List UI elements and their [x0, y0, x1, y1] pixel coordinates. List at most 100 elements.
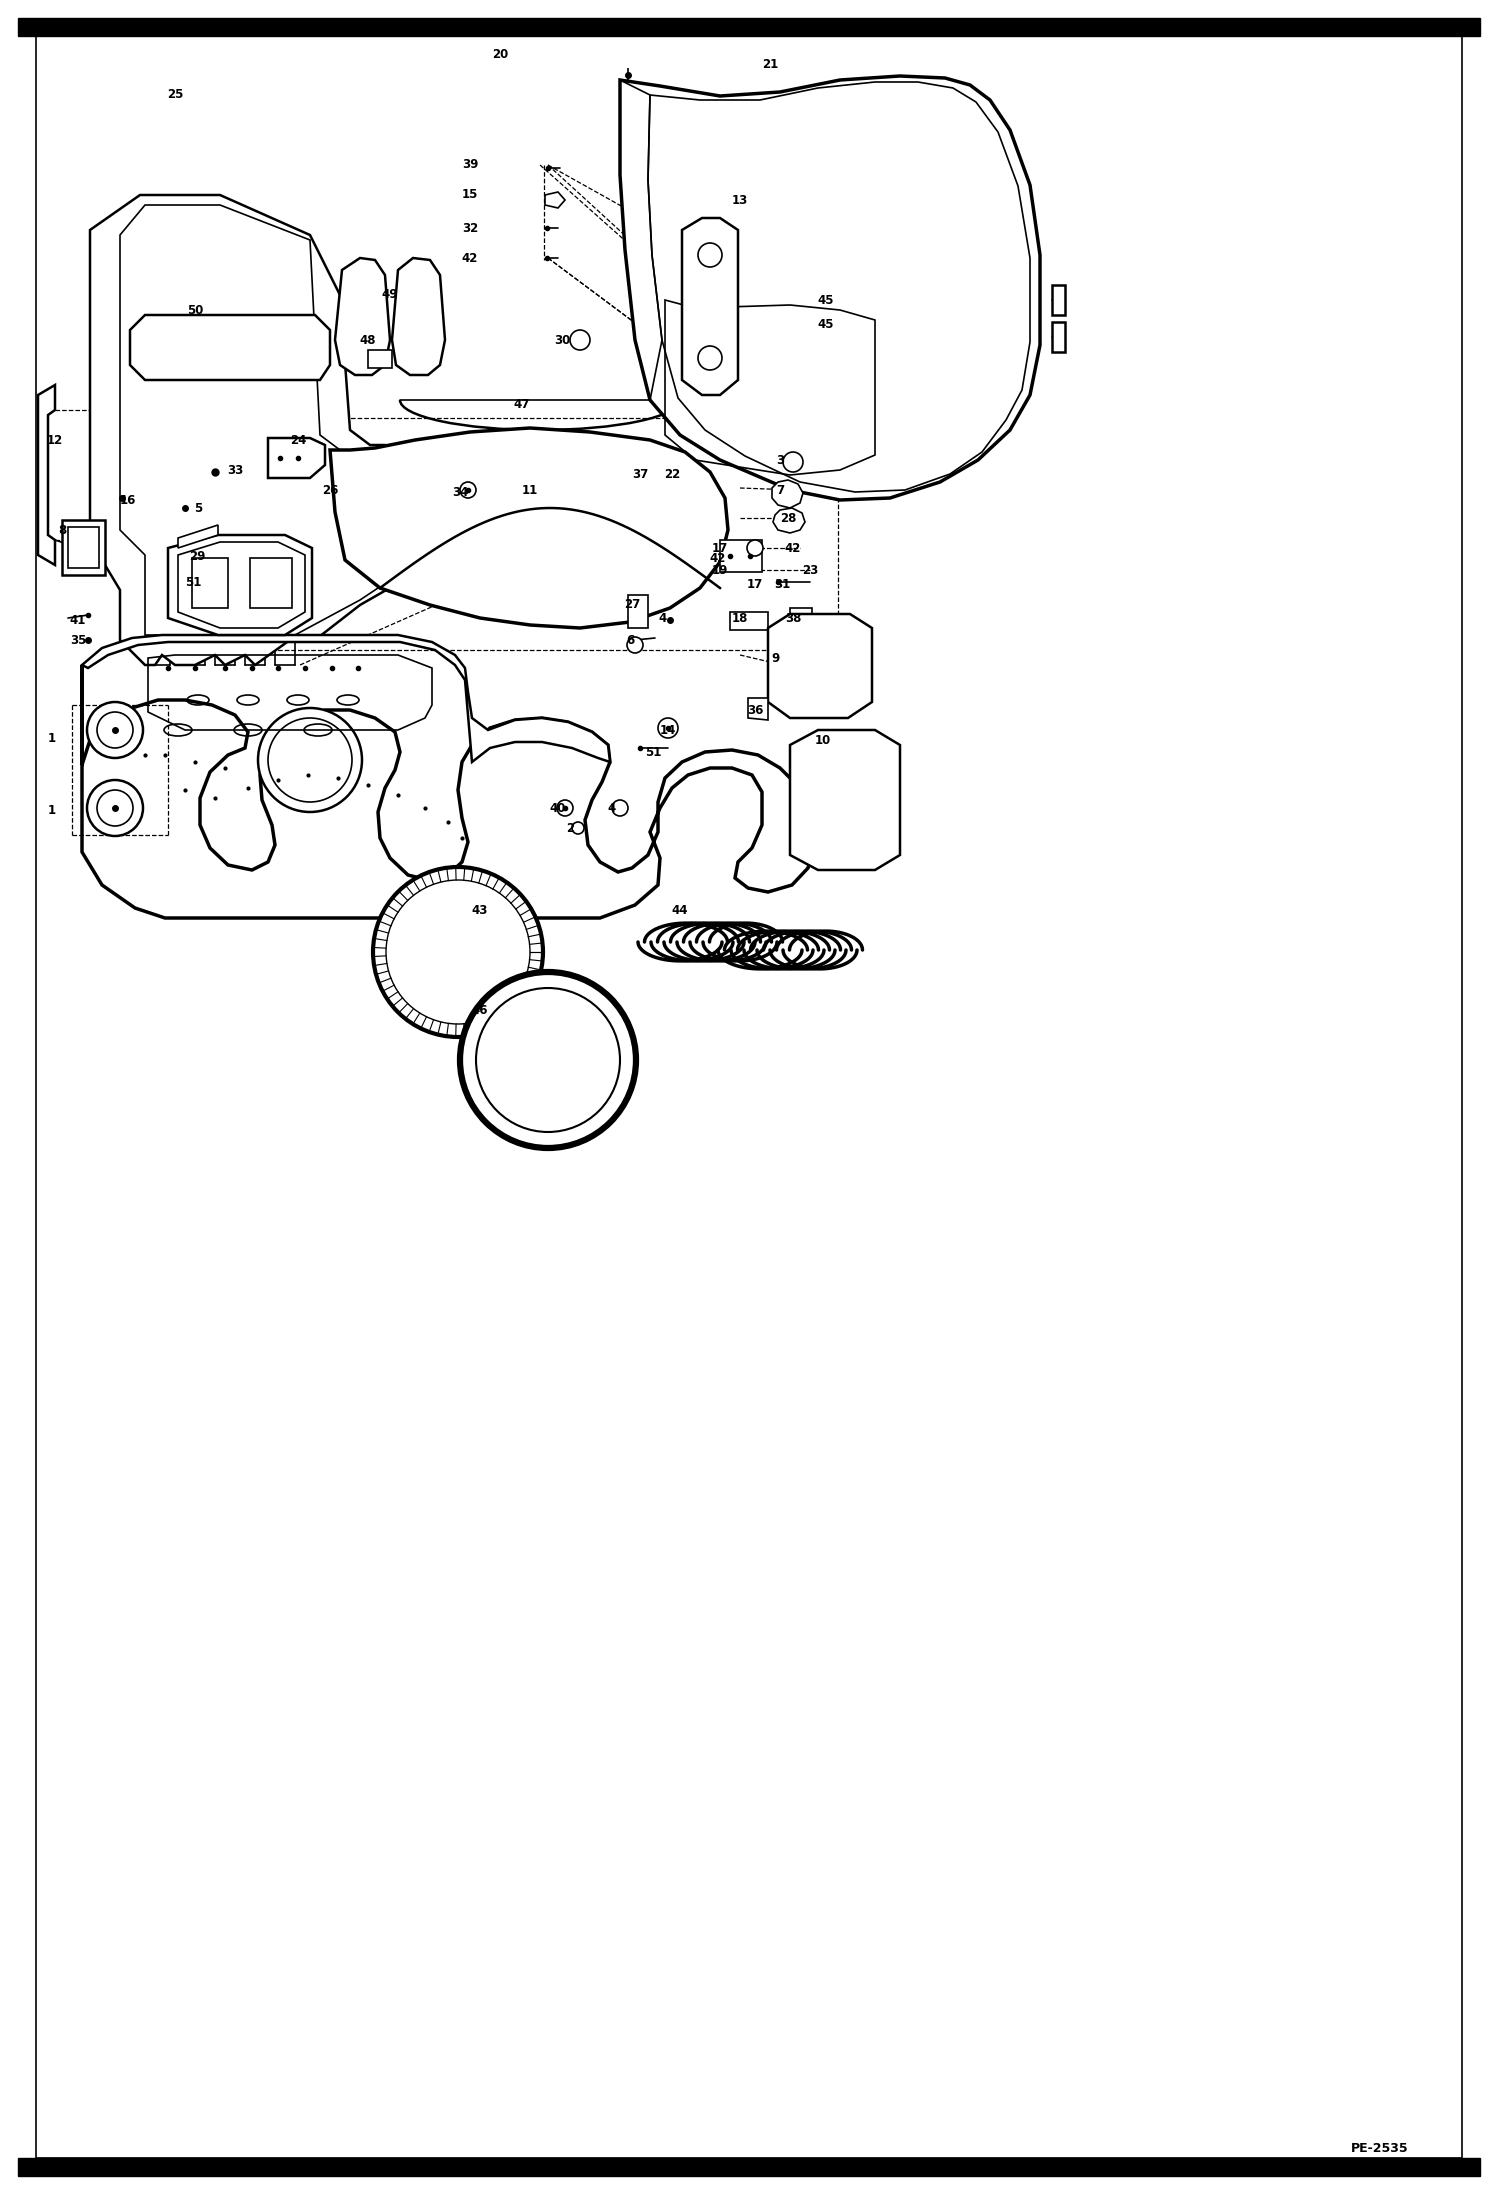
Text: 25: 25	[166, 88, 183, 101]
Circle shape	[613, 801, 628, 816]
Circle shape	[460, 972, 637, 1147]
Circle shape	[97, 790, 133, 825]
Circle shape	[557, 801, 574, 816]
Circle shape	[698, 244, 722, 268]
Circle shape	[460, 483, 476, 498]
Polygon shape	[730, 612, 768, 630]
Polygon shape	[61, 520, 105, 575]
Polygon shape	[771, 480, 803, 509]
Circle shape	[748, 540, 762, 555]
Circle shape	[97, 713, 133, 748]
Text: 29: 29	[189, 548, 205, 562]
Circle shape	[698, 347, 722, 371]
Text: 27: 27	[623, 597, 640, 610]
Text: 24: 24	[289, 434, 306, 448]
Polygon shape	[369, 351, 392, 369]
Circle shape	[571, 329, 590, 351]
Text: 26: 26	[322, 483, 339, 496]
Text: 37: 37	[632, 470, 649, 480]
Text: 13: 13	[733, 193, 748, 206]
Text: 46: 46	[472, 1003, 488, 1016]
Text: 18: 18	[733, 612, 748, 625]
Text: 51: 51	[184, 575, 201, 588]
Polygon shape	[168, 535, 312, 634]
Text: 40: 40	[550, 801, 566, 814]
Text: 16: 16	[120, 494, 136, 507]
Polygon shape	[1052, 285, 1065, 316]
Polygon shape	[545, 193, 565, 208]
Text: 4: 4	[608, 801, 616, 814]
Circle shape	[87, 702, 142, 757]
Circle shape	[783, 452, 803, 472]
Circle shape	[572, 823, 584, 834]
Text: 4: 4	[659, 612, 667, 625]
Circle shape	[658, 717, 679, 737]
Text: 34: 34	[452, 485, 469, 498]
Text: 48: 48	[360, 333, 376, 347]
Text: 2: 2	[566, 821, 574, 834]
Text: 21: 21	[762, 59, 777, 72]
Text: 51: 51	[644, 746, 661, 759]
Polygon shape	[330, 428, 728, 627]
Text: PE-2535: PE-2535	[1351, 2141, 1408, 2155]
Polygon shape	[82, 665, 815, 917]
Bar	[18, 2159, 1480, 2176]
Circle shape	[386, 880, 530, 1025]
Text: 3: 3	[776, 454, 783, 467]
Text: 15: 15	[461, 189, 478, 202]
Polygon shape	[392, 259, 445, 375]
Text: 30: 30	[554, 333, 571, 347]
Polygon shape	[130, 316, 330, 380]
Circle shape	[373, 867, 542, 1038]
Circle shape	[268, 717, 352, 803]
Text: 8: 8	[58, 524, 66, 538]
Polygon shape	[37, 384, 55, 566]
Polygon shape	[721, 540, 762, 573]
Text: 32: 32	[461, 222, 478, 235]
Text: 36: 36	[748, 704, 762, 717]
Text: 41: 41	[70, 614, 87, 627]
Text: 5: 5	[193, 502, 202, 516]
Text: 17: 17	[748, 579, 762, 592]
Circle shape	[87, 781, 142, 836]
Text: 12: 12	[46, 434, 63, 448]
Text: 50: 50	[187, 303, 204, 316]
Text: 17: 17	[712, 542, 728, 555]
Text: 22: 22	[664, 470, 680, 480]
Polygon shape	[682, 217, 739, 395]
Text: 42: 42	[785, 542, 801, 555]
Text: 44: 44	[671, 904, 688, 917]
Text: 1: 1	[48, 803, 55, 816]
Text: 49: 49	[382, 287, 398, 301]
Polygon shape	[90, 195, 415, 665]
Text: 45: 45	[818, 318, 834, 331]
Polygon shape	[789, 731, 900, 871]
Text: 6: 6	[626, 634, 634, 647]
Polygon shape	[773, 509, 804, 533]
Text: 42: 42	[710, 551, 727, 564]
Text: 39: 39	[461, 158, 478, 171]
Text: 33: 33	[226, 463, 243, 476]
Polygon shape	[336, 259, 389, 375]
Circle shape	[628, 636, 643, 654]
Polygon shape	[768, 614, 872, 717]
Polygon shape	[178, 524, 219, 548]
Text: 23: 23	[801, 564, 818, 577]
Polygon shape	[628, 595, 649, 627]
Text: 9: 9	[771, 652, 780, 665]
Text: 42: 42	[461, 252, 478, 265]
Text: 7: 7	[776, 483, 783, 496]
Circle shape	[258, 709, 363, 812]
Polygon shape	[748, 698, 768, 720]
Polygon shape	[268, 439, 325, 478]
Text: 14: 14	[659, 724, 676, 737]
Polygon shape	[1052, 323, 1065, 351]
Text: 19: 19	[712, 564, 728, 577]
Text: 31: 31	[774, 579, 789, 592]
Text: 20: 20	[491, 48, 508, 61]
Text: 38: 38	[785, 612, 801, 625]
Polygon shape	[82, 634, 610, 761]
Bar	[18, 18, 1480, 35]
Text: 1: 1	[48, 731, 55, 744]
Text: 35: 35	[70, 634, 87, 647]
